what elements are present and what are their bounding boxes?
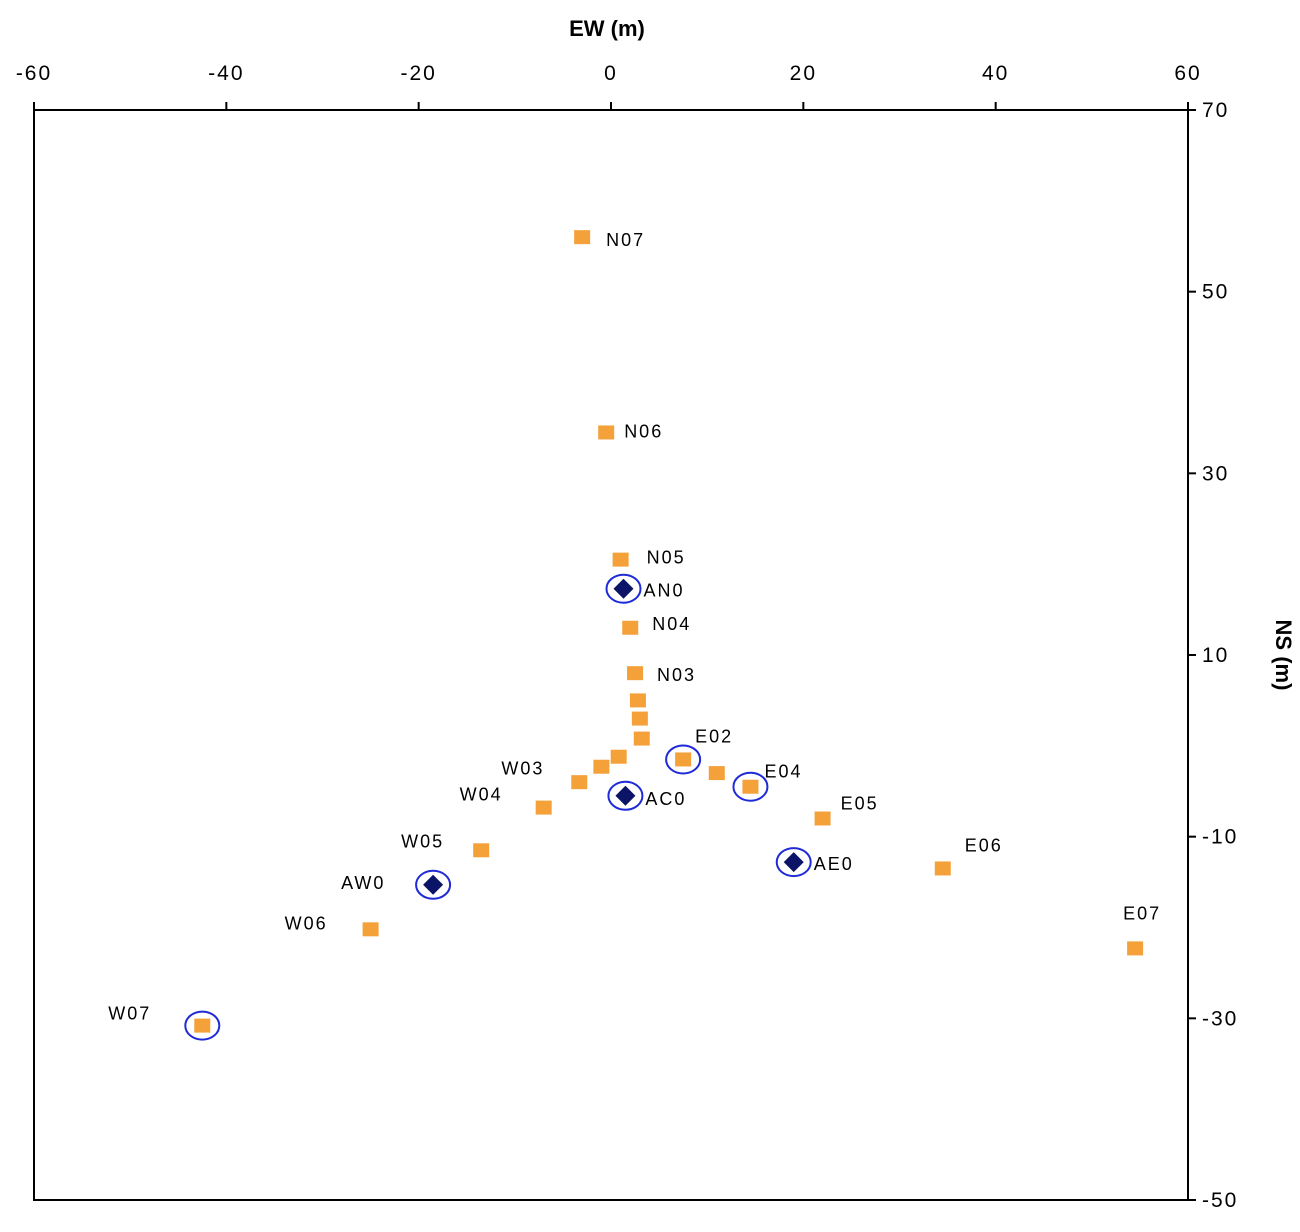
square-marker <box>742 779 759 794</box>
point-label: W06 <box>285 913 328 933</box>
point-label: AW0 <box>341 873 385 893</box>
plot-area <box>33 109 1189 1201</box>
diamond-marker <box>615 785 636 806</box>
y-tick-label: -30 <box>1202 1007 1238 1030</box>
highlight-circle <box>665 744 702 775</box>
point-label: N05 <box>647 548 686 568</box>
square-marker <box>593 759 610 774</box>
square-marker <box>633 731 650 746</box>
square-marker <box>535 800 552 815</box>
square-marker <box>934 861 951 876</box>
square-marker <box>814 811 831 826</box>
square-marker <box>362 922 379 937</box>
square-marker <box>574 230 591 245</box>
x-axis-ticks: -60 -40 -20 0 20 40 60 <box>16 62 1201 110</box>
square-marker <box>598 425 615 440</box>
y-tick-label: 70 <box>1202 99 1229 122</box>
x-axis-title: EW (m) <box>569 16 645 41</box>
highlight-circle <box>775 847 812 878</box>
x-tick-label: -60 <box>16 62 52 85</box>
x-tick-label: 20 <box>790 62 817 85</box>
point-label: N07 <box>606 230 645 250</box>
y-axis-ticks: 70 50 30 10 -10 -30 -50 <box>1188 99 1238 1212</box>
diamond-marker <box>613 578 634 599</box>
highlight-circle <box>607 780 644 811</box>
point-label: W04 <box>460 785 503 805</box>
point-label: W03 <box>501 759 544 779</box>
square-marker <box>622 620 639 635</box>
point-label: W05 <box>401 831 444 851</box>
square-marker <box>708 766 725 781</box>
y-tick-label: 50 <box>1202 281 1229 304</box>
y-tick-label: 10 <box>1202 644 1229 667</box>
point-label: AN0 <box>644 581 685 601</box>
square-marker <box>627 666 644 681</box>
diamond-marker <box>783 852 804 873</box>
y-tick-label: -50 <box>1202 1189 1238 1212</box>
square-marker <box>1127 941 1144 956</box>
highlight-circle <box>184 1010 221 1041</box>
highlight-circles <box>184 573 812 1041</box>
square-marker <box>612 552 629 567</box>
square-marker <box>629 693 646 708</box>
point-label: AE0 <box>814 854 854 874</box>
highlight-circle <box>732 771 769 802</box>
x-tick-label: -20 <box>400 62 436 85</box>
square-marker <box>194 1018 211 1033</box>
y-tick-label: -10 <box>1202 826 1238 849</box>
diamond-marker <box>423 874 444 895</box>
x-tick-label: 60 <box>1174 62 1201 85</box>
point-label: E05 <box>841 794 879 814</box>
x-tick-label: 0 <box>604 62 618 85</box>
point-label: N04 <box>652 614 691 634</box>
point-label: E07 <box>1123 903 1161 923</box>
square-marker <box>631 711 648 726</box>
x-tick-label: 40 <box>982 62 1009 85</box>
point-label: W07 <box>108 1004 151 1024</box>
square-marker <box>571 775 588 790</box>
highlight-circle <box>415 869 452 900</box>
point-label: AC0 <box>645 789 686 809</box>
point-label: E06 <box>965 835 1003 855</box>
square-marker <box>610 749 627 764</box>
y-axis-title: NS (m) <box>1271 620 1296 691</box>
point-label: N06 <box>624 421 663 441</box>
square-marker <box>675 752 692 767</box>
square-marker <box>473 843 490 858</box>
highlight-circle <box>605 573 642 604</box>
point-labels: N07 N06 N05 N04 N03 W03 W04 W05 W06 W07 E02 E04 E05 E… <box>108 230 1161 1024</box>
y-tick-label: 30 <box>1202 462 1229 485</box>
point-label: N03 <box>657 665 696 685</box>
data-markers <box>194 230 1144 1033</box>
point-label: E04 <box>764 762 802 782</box>
x-tick-label: -40 <box>208 62 244 85</box>
point-label: E02 <box>695 726 733 746</box>
